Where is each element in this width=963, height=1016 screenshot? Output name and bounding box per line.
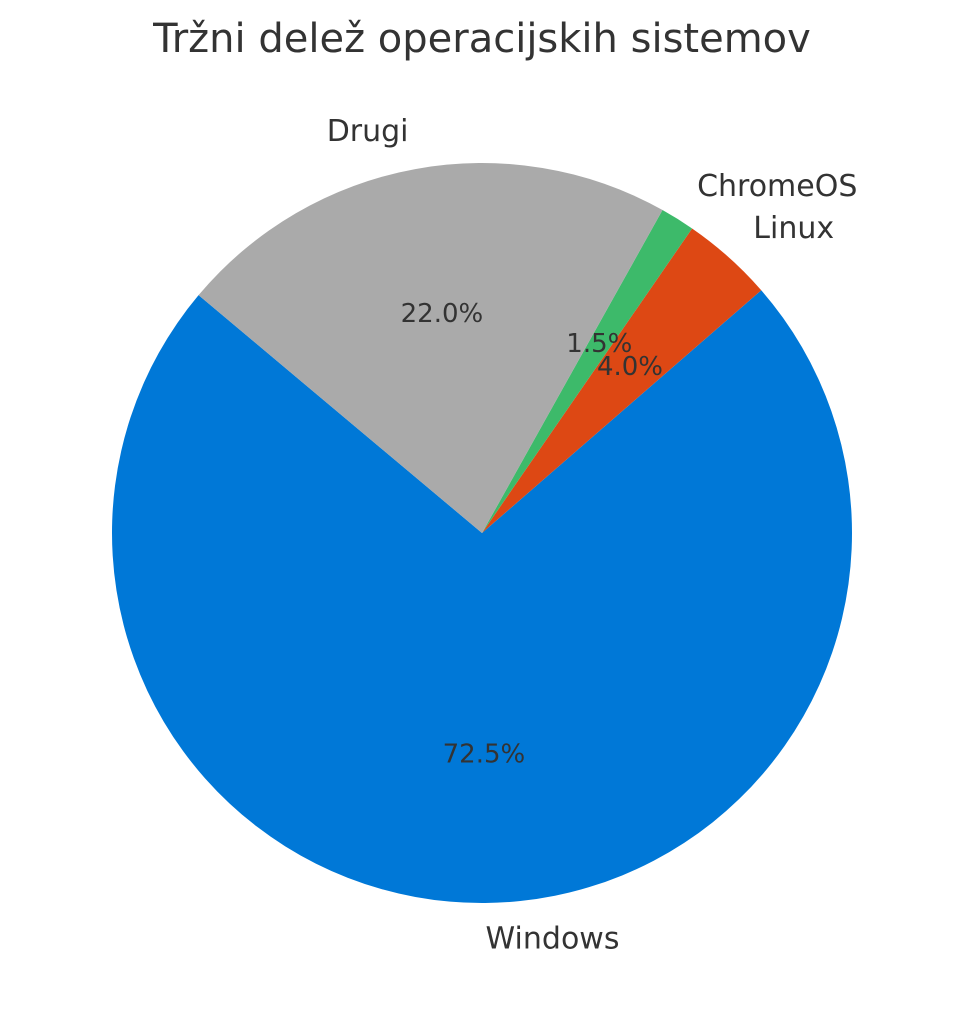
slice-label: ChromeOS xyxy=(697,169,857,204)
slice-label: Windows xyxy=(486,921,620,956)
pie-slice xyxy=(112,290,853,903)
pie-slice xyxy=(482,210,693,533)
slice-label: Drugi xyxy=(327,114,409,149)
percent-label: 1.5% xyxy=(566,329,632,359)
pie-slice xyxy=(198,163,663,533)
percent-label: 4.0% xyxy=(597,352,663,382)
slice-label: Linux xyxy=(753,211,834,246)
chart-title: Tržni delež operacijskih sistemov xyxy=(152,16,811,62)
percent-label: 22.0% xyxy=(401,299,484,329)
pie-slice xyxy=(482,228,762,533)
percent-label: 72.5% xyxy=(443,739,526,769)
